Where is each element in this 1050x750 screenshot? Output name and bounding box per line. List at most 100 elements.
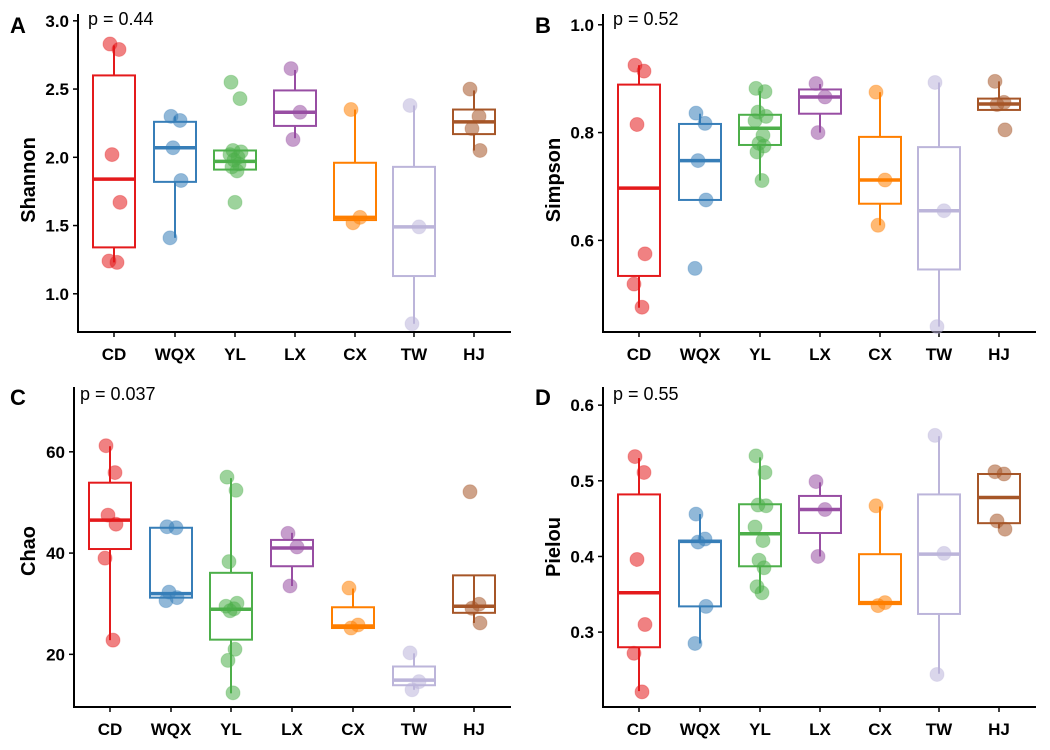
y-tick-label: 0.6 (570, 396, 594, 415)
x-tick-label: LX (809, 720, 831, 739)
data-point (228, 482, 244, 498)
x-tick-label: TW (926, 345, 953, 364)
data-point (162, 230, 178, 246)
box-lx (798, 88, 842, 115)
data-point (758, 498, 774, 514)
box-yl (209, 571, 253, 641)
x-tick-label: TW (401, 720, 428, 739)
data-point (927, 427, 943, 443)
data-point (634, 684, 650, 700)
data-point (404, 682, 420, 698)
box-tw (917, 146, 961, 271)
data-point (289, 539, 305, 555)
data-point (754, 173, 770, 189)
data-point (698, 192, 714, 208)
data-point (747, 113, 763, 129)
x-tick-label: CD (627, 345, 652, 364)
data-point (929, 666, 945, 682)
x-tick-label: CX (868, 720, 892, 739)
data-point (688, 105, 704, 121)
x-tick-label: YL (224, 345, 246, 364)
data-point (221, 554, 237, 570)
data-point (627, 449, 643, 465)
y-tick-label: 1.0 (570, 16, 594, 35)
x-tick-label: LX (809, 345, 831, 364)
data-point (687, 260, 703, 276)
y-tick-label: 0.3 (570, 623, 594, 642)
data-point (997, 122, 1013, 138)
data-point (636, 63, 652, 79)
x-tick-label: HJ (988, 720, 1010, 739)
data-point (747, 519, 763, 535)
data-point (757, 464, 773, 480)
box-cx (858, 553, 902, 606)
data-point (111, 41, 127, 57)
y-tick-label: 0.8 (570, 124, 594, 143)
panel-letter: D (535, 385, 551, 410)
data-point (748, 448, 764, 464)
y-tick-label: 0.4 (570, 547, 594, 566)
x-tick-label: CD (627, 720, 652, 739)
data-point (472, 615, 488, 631)
data-point (690, 534, 706, 550)
y-axis-title: Simpson (543, 138, 565, 222)
x-tick-label: LX (281, 720, 303, 739)
y-tick-label: 1.0 (45, 285, 69, 304)
data-point (690, 153, 706, 169)
data-point (688, 506, 704, 522)
data-point (810, 125, 826, 141)
x-tick-label: HJ (463, 345, 485, 364)
data-point (108, 516, 124, 532)
data-point (168, 520, 184, 536)
x-tick-label: CD (102, 345, 127, 364)
x-tick-label: CX (341, 720, 365, 739)
panel-a-shannon: A p = 0.44 Shannon 1.0 1.5 2.0 2.5 3.0 CD WQX Y… (10, 9, 511, 364)
data-point (929, 319, 945, 335)
data-point (462, 484, 478, 500)
data-point (634, 299, 650, 315)
data-point (637, 617, 653, 633)
data-point (173, 173, 189, 189)
y-tick-label: 2.0 (45, 148, 69, 167)
box-cd (92, 74, 136, 249)
box-cx (333, 161, 377, 222)
panel-d-pielou: D p = 0.55 Pielou 0.3 0.4 0.5 0.6 CD WQX YL LX C… (535, 384, 1036, 739)
panel-c-chao: C p = 0.037 Chao 20 40 60 CD WQX YL LX CX TW HJ (10, 384, 511, 739)
data-point (223, 74, 239, 90)
box-cd (617, 493, 661, 649)
data-point (754, 585, 770, 601)
data-point (472, 142, 488, 158)
panel-letter: B (535, 13, 551, 38)
x-tick-label: WQX (680, 720, 721, 739)
data-point (997, 521, 1013, 537)
data-point (98, 438, 114, 454)
data-point (749, 144, 765, 160)
data-point (471, 108, 487, 124)
data-point (343, 620, 359, 636)
data-point (697, 115, 713, 131)
data-point (104, 147, 120, 163)
y-axis-title: Pielou (543, 517, 565, 577)
box-cx (858, 135, 902, 205)
data-point (870, 598, 886, 614)
data-point (936, 203, 952, 219)
x-tick-label: HJ (463, 720, 485, 739)
y-tick-label: 20 (46, 645, 65, 664)
data-point (936, 545, 952, 561)
data-point (629, 551, 645, 567)
x-tick-label: YL (749, 720, 771, 739)
data-point (105, 632, 121, 648)
data-point (877, 172, 893, 188)
data-point (808, 474, 824, 490)
x-tick-label: TW (401, 345, 428, 364)
y-tick-label: 3.0 (45, 12, 69, 31)
box-lx (798, 494, 842, 535)
data-point (345, 215, 361, 231)
data-point (626, 276, 642, 292)
data-point (107, 465, 123, 481)
data-point (282, 578, 298, 594)
data-point (987, 73, 1003, 89)
data-point (808, 76, 824, 92)
y-tick-label: 1.5 (45, 217, 69, 236)
